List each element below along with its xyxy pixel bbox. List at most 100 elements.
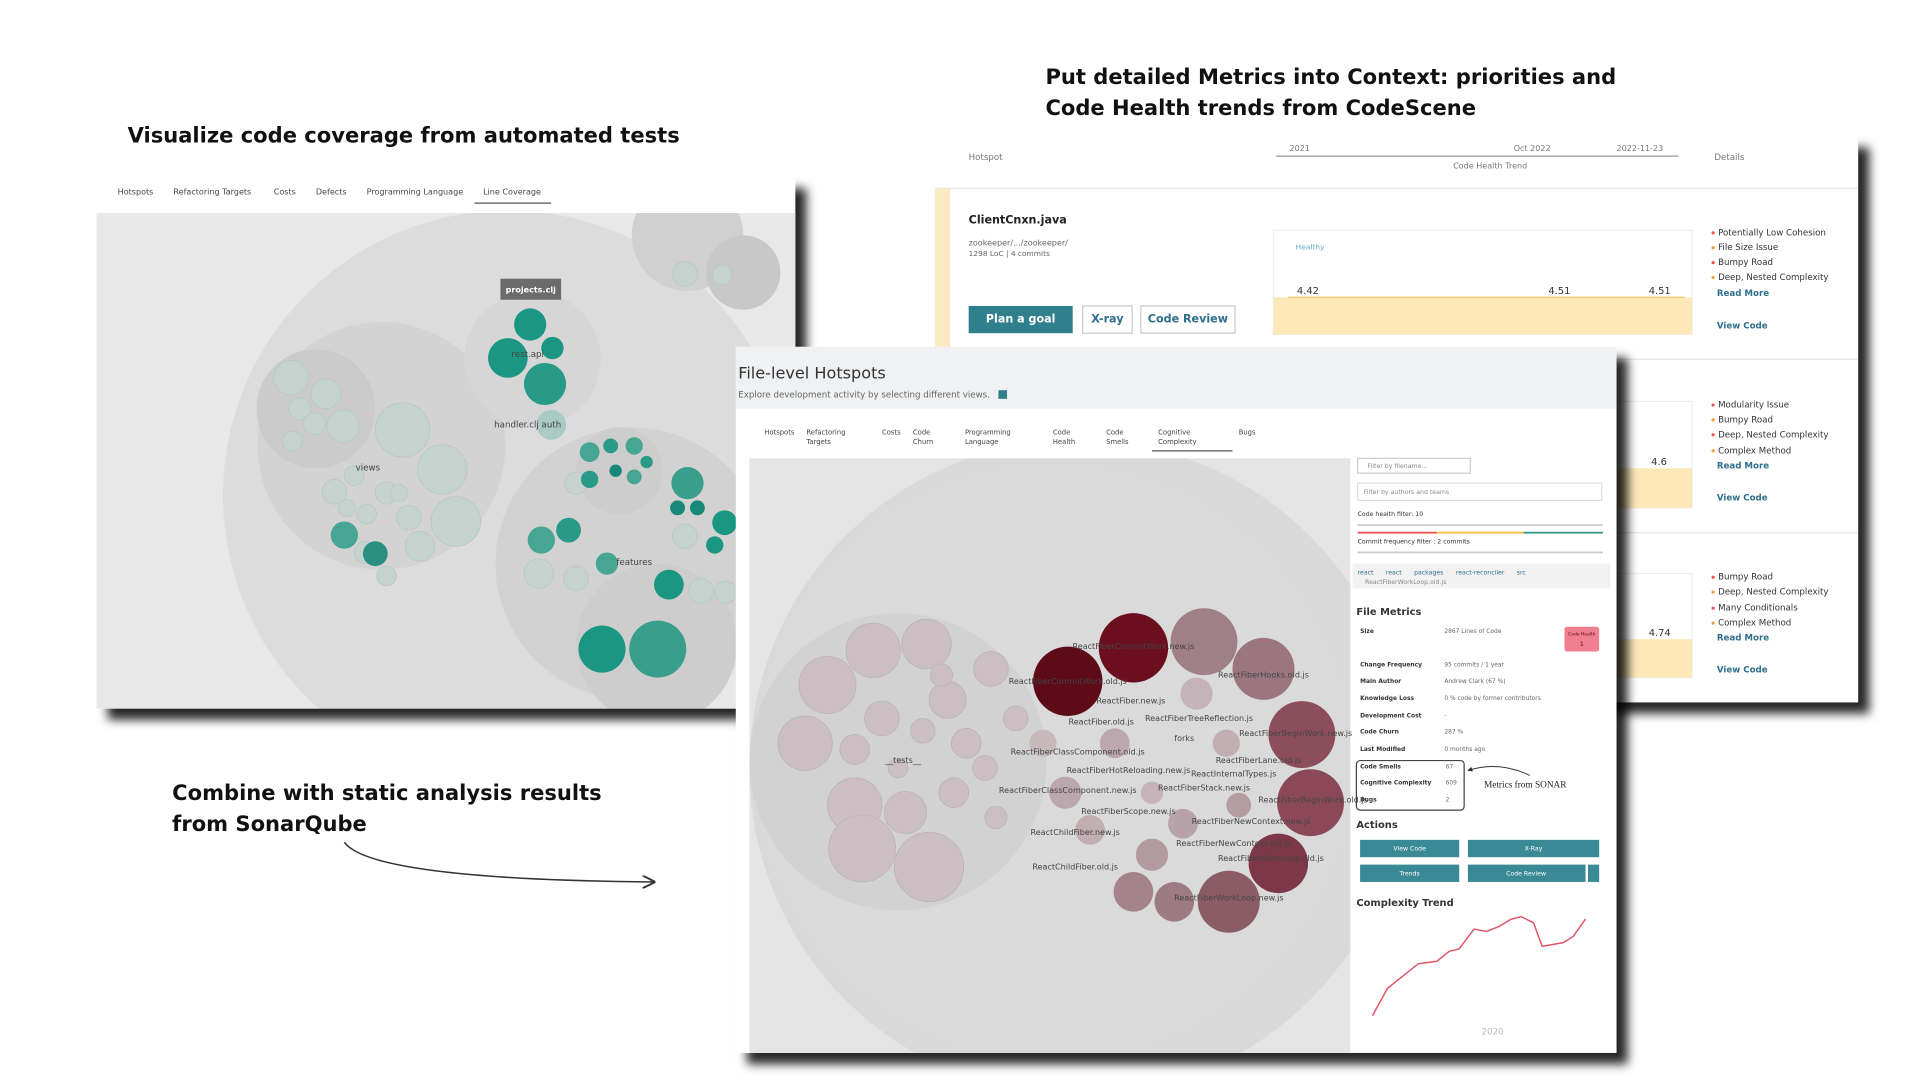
tooltip: projects.clj [506,285,556,294]
bubble [901,618,952,670]
bubble-label: ReactFiberBeginWork.new.js [1239,729,1352,738]
bubble [689,500,705,516]
bubble-label: ReactInternalTypes.js [1191,770,1276,779]
breadcrumb[interactable]: src [1517,569,1527,576]
bubble [938,777,970,809]
bubble [670,500,686,516]
caption-arrow [343,841,654,882]
bubble-label: ReactFiber.new.js [1096,697,1165,706]
bubble-label: forks [1174,734,1194,743]
tab[interactable]: Defects [316,187,347,196]
action-label[interactable]: View Code [1393,846,1426,853]
detail-dot [1711,590,1715,594]
bubble [712,510,738,536]
action-button[interactable] [1360,839,1460,858]
tab[interactable]: Targets [805,438,831,446]
tab[interactable]: Programming Language [367,187,464,196]
bubble [1277,769,1344,837]
detail-item: Bumpy Road [1718,258,1773,268]
breadcrumb[interactable]: packages [1414,569,1443,576]
bubble [1197,870,1260,933]
bubble [288,397,312,421]
review-button[interactable] [1140,305,1236,334]
bubble [1212,729,1240,757]
section-title: File Metrics [1356,607,1421,618]
action-button[interactable] [1360,864,1460,882]
bubble-label: ReactFiberStack.new.js [1158,783,1250,792]
filter-input[interactable] [1356,457,1471,474]
breadcrumb-file: ReactFiberWorkLoop.old.js [1365,579,1446,586]
bubble [1140,781,1164,804]
bubble [640,455,653,469]
plan-button[interactable] [968,305,1073,334]
metric-value: Andrew Clark (67 %) [1444,678,1505,685]
button-label[interactable]: X-ray [1091,313,1124,326]
tab[interactable]: Hotspots [118,187,154,196]
hotspot-bubbles [749,458,1351,1053]
bubble [1168,808,1198,839]
tab[interactable]: Language [965,438,999,446]
tab[interactable]: Smells [1106,438,1129,446]
file-stats: 1298 LoC | 4 commits [969,249,1050,258]
tab[interactable]: Code [1106,428,1123,436]
view-code[interactable]: View Code [1717,666,1768,676]
tab[interactable]: Line Coverage [483,187,541,196]
tab[interactable]: Code [913,428,930,436]
tab[interactable]: Complexity [1158,438,1196,446]
tab[interactable]: Refactoring [806,428,845,436]
bubble [1226,792,1252,818]
health-score: 4.6 [1651,457,1667,468]
health-score: 4.42 [1297,286,1319,297]
tab[interactable]: Costs [882,428,901,436]
button-label[interactable]: Code Review [1148,313,1228,326]
bubble [1033,646,1103,716]
sonar-label: Cognitive Complexity [1360,779,1431,786]
breadcrumb[interactable]: react-reconciler [1456,569,1505,576]
action-button[interactable] [1467,839,1600,858]
tab[interactable]: Bugs [1239,428,1256,436]
tab[interactable]: Costs [274,187,296,196]
breadcrumb[interactable]: react [1358,569,1374,576]
action-dropdown[interactable] [1588,864,1600,882]
read-more[interactable]: Read More [1717,461,1769,471]
bubble [1180,677,1213,710]
action-label[interactable]: X-Ray [1525,846,1543,853]
read-more[interactable]: Read More [1717,289,1769,299]
bubble [1268,701,1336,768]
view-code[interactable]: View Code [1717,493,1768,503]
breadcrumb[interactable]: react [1386,569,1402,576]
bubble [672,260,698,287]
bubble-label: __tests__ [884,756,922,765]
tab[interactable]: Cognitive [1158,428,1190,436]
bubble [777,715,833,771]
tab[interactable]: Churn [913,438,933,446]
metric-value: 95 commits / 1 year [1444,662,1504,669]
bubble [464,291,601,428]
bubble [798,656,857,714]
tab[interactable]: Code [1053,428,1070,436]
bubble-label: rest.api [511,350,544,360]
action-button[interactable] [1467,864,1586,882]
timeline-label: Oct 2022 [1514,144,1551,153]
bubble-label: features [616,558,652,568]
action-label[interactable]: Code Review [1506,870,1546,877]
tab[interactable]: Health [1053,438,1075,446]
tab[interactable]: Refactoring Targets [173,187,251,196]
tab[interactable]: Programming [965,428,1011,436]
bubble [578,625,626,673]
bubble [887,757,909,779]
detail-dot [1711,433,1715,437]
bubble-label: handler.clj auth [494,420,561,430]
tab[interactable]: Hotspots [764,428,795,436]
read-more[interactable]: Read More [1717,633,1769,643]
button-label[interactable]: Plan a goal [986,313,1056,326]
detail-item: Bumpy Road [1718,573,1773,583]
caption: Code Health trends from CodeScene [1045,95,1476,120]
author-filter[interactable] [1356,482,1603,502]
bubble [706,235,781,310]
action-label[interactable]: Trends [1399,870,1420,877]
view-code[interactable]: View Code [1717,321,1768,331]
bubble-label: ReactFiberBeginWork.old.js [1258,796,1367,805]
metric-value: 0 % code by former contributors [1444,695,1541,702]
xray-button[interactable] [1082,305,1133,334]
